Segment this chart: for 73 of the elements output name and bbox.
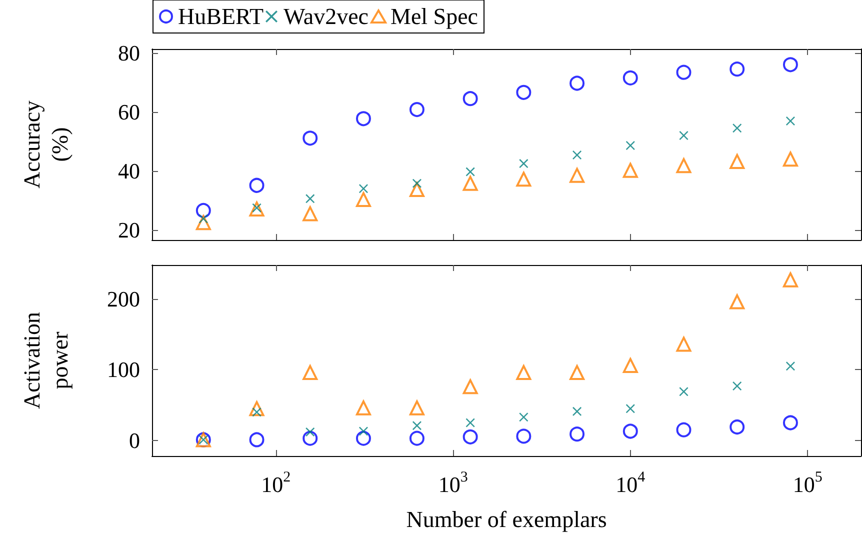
point [302,430,318,446]
point [302,206,318,222]
y-tick-label: 80 [118,40,140,66]
point [516,172,532,187]
point [622,358,638,373]
point [782,415,798,430]
point [570,365,585,380]
y-tick-label: 40 [118,158,140,184]
point [622,424,638,439]
y-tick-label: 60 [118,99,140,124]
point [519,159,528,168]
point [409,102,424,118]
y-tick-label: 200 [107,286,140,312]
y-axis-title: Accuracy (%) [20,100,72,189]
point [730,420,745,434]
point [249,178,264,193]
point [622,162,638,178]
point [679,387,688,396]
point [519,412,528,422]
y-tick-label: 0 [129,428,140,453]
point [782,152,798,167]
legend-label: Mel Spec [390,4,478,29]
y-tick-label: 100 [107,357,140,382]
point [570,76,585,91]
point [626,141,635,150]
point [782,272,798,288]
point [249,432,264,448]
point [676,336,692,352]
point [730,154,745,169]
point [356,111,371,126]
point [626,404,635,414]
point [302,130,318,146]
point [622,70,638,86]
point [409,182,424,198]
point [516,365,532,380]
point [730,62,745,77]
point [732,124,742,133]
point [412,421,422,430]
point [462,176,478,191]
point [679,130,688,140]
point [572,406,582,416]
y-tick-label: 20 [118,217,140,242]
point [676,422,692,438]
point [409,430,424,446]
point [570,168,585,183]
point [732,381,742,390]
legend-label: HuBERT [178,4,264,29]
point [196,202,211,218]
point [356,400,371,416]
point [782,57,798,72]
point [412,178,422,188]
point [516,428,532,444]
point [306,194,315,204]
point [356,430,371,446]
point [462,429,478,444]
point [786,362,795,371]
x-axis-title: Number of exemplars [406,507,607,532]
point [466,167,475,176]
point [358,184,368,194]
point [730,294,745,310]
y-axis-title: Activation power [20,311,72,410]
point [462,379,478,394]
point [676,64,692,80]
point [570,426,585,442]
point [356,192,371,208]
legend-label: Wav2vec [284,4,369,29]
point [302,365,318,380]
point [516,84,532,100]
point [676,158,692,174]
point [462,91,478,106]
point [409,400,424,416]
point [306,427,315,436]
point [358,426,368,436]
